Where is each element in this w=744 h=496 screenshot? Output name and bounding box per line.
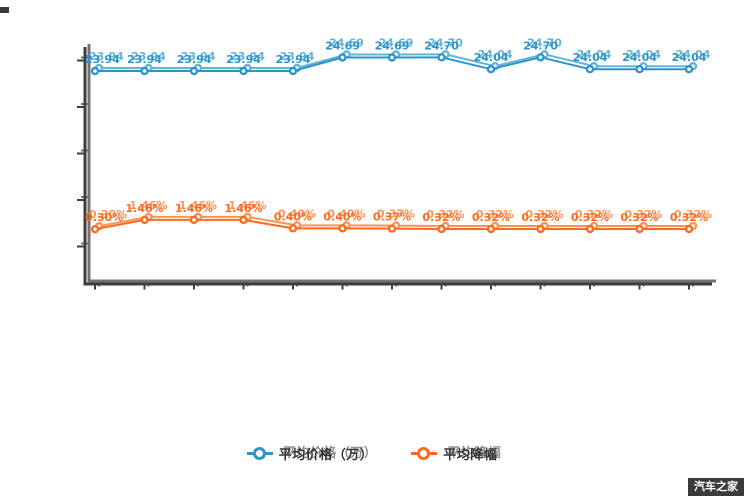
data-point-label: 24.70 (428, 36, 463, 49)
data-point-label: 0.32% (670, 211, 708, 224)
data-point-marker-center (291, 69, 295, 73)
data-point-label: 0.32% (525, 208, 563, 221)
data-point-label: 0.32% (620, 211, 658, 224)
data-point-label: 1.46% (125, 202, 163, 215)
data-point-marker-center (291, 226, 295, 231)
data-point-marker-center (192, 218, 196, 222)
data-point-marker-center (489, 67, 493, 71)
legend-marker-ring-icon (417, 447, 431, 460)
data-point-label: 24.04 (626, 48, 661, 61)
data-point-label: 24.69 (375, 40, 410, 53)
data-point-label: 23.94 (280, 50, 315, 63)
corner-artifact-mark (0, 7, 9, 13)
data-point-label: 24.70 (523, 39, 558, 52)
legend-marker-ring-icon (252, 447, 266, 460)
data-point-label: 0.37% (373, 211, 411, 224)
data-point-label: 1.46% (179, 199, 217, 212)
chart-legend: 平均价格（万） 平均降幅 (0, 440, 744, 466)
data-point-label: 24.04 (474, 51, 509, 64)
legend-item-average-discount[interactable]: 平均降幅 (411, 444, 497, 463)
data-point-marker-center (340, 226, 345, 231)
data-point-label: 0.30% (89, 208, 127, 221)
data-point-label: 23.94 (181, 50, 216, 63)
legend-line-marker-icon (411, 446, 438, 460)
data-point-label: 0.32% (422, 211, 460, 224)
data-point-label: 24.04 (622, 51, 657, 64)
data-point-marker-center (241, 218, 246, 222)
data-point-marker-center (439, 55, 444, 60)
data-point-marker-center (142, 69, 147, 73)
data-point-label: 23.94 (127, 53, 162, 66)
data-point-label: 0.32% (521, 211, 559, 224)
data-point-marker-center (241, 69, 246, 73)
data-point-label: 24.04 (672, 51, 707, 64)
data-point-marker-center (588, 227, 592, 231)
data-point-label: 0.32% (426, 208, 464, 221)
data-point-marker-center (93, 227, 97, 231)
data-point-label: 0.40% (323, 210, 361, 223)
data-point-label: 24.04 (478, 48, 513, 61)
data-point-marker-center (538, 55, 543, 60)
data-point-label: 0.40% (327, 207, 365, 220)
data-point-marker-center (390, 226, 394, 231)
data-point-label: 0.32% (571, 211, 609, 224)
data-point-marker-center (588, 67, 592, 71)
legend-label-average-price: 平均价格（万） (278, 447, 374, 463)
data-point-label: 24.69 (325, 40, 360, 53)
data-point-marker-center (489, 227, 493, 231)
data-point-label: 24.69 (379, 37, 414, 50)
data-point-label: 23.94 (131, 50, 166, 63)
data-point-marker-center (687, 227, 691, 231)
data-point-marker-center (340, 55, 345, 60)
data-point-label: 23.94 (276, 53, 311, 66)
data-point-marker-center (192, 69, 196, 73)
legend-line-marker-icon (246, 446, 273, 460)
data-point-marker-center (637, 67, 642, 71)
data-point-label: 1.46% (175, 202, 213, 215)
data-point-label: 1.46% (129, 199, 167, 212)
data-point-label: 0.32% (575, 208, 613, 221)
legend-label-average-discount: 平均降幅 (443, 447, 498, 463)
data-point-label: 0.32% (674, 208, 712, 221)
data-point-label: 24.04 (577, 48, 612, 61)
watermark-autohome: 汽车之家 (688, 478, 744, 496)
data-point-label: 0.30% (85, 211, 123, 224)
data-point-label: 24.04 (573, 51, 608, 64)
data-point-marker-center (390, 55, 394, 60)
data-point-marker-center (538, 227, 543, 231)
data-point-label: 0.40% (274, 210, 312, 223)
data-point-label: 0.37% (377, 208, 415, 221)
legend-item-average-price[interactable]: 平均价格（万） (246, 444, 374, 463)
data-point-marker-center (93, 69, 97, 73)
data-point-marker-center (439, 227, 444, 231)
data-point-label: 1.46% (228, 199, 266, 212)
data-point-label: 0.40% (278, 207, 316, 220)
data-point-label: 23.94 (177, 53, 212, 66)
data-point-label: 24.70 (424, 39, 459, 52)
data-point-label: 23.94 (226, 53, 261, 66)
data-point-label: 23.94 (85, 53, 120, 66)
data-point-marker-center (637, 227, 642, 231)
data-point-label: 24.69 (329, 37, 364, 50)
data-point-label: 23.94 (230, 50, 265, 63)
data-point-marker-center (687, 67, 691, 71)
data-point-label: 0.32% (624, 208, 662, 221)
data-point-label: 24.70 (527, 36, 562, 49)
data-point-marker-center (142, 218, 147, 222)
data-point-label: 0.32% (476, 208, 514, 221)
data-point-label: 1.46% (224, 202, 262, 215)
data-point-label: 23.94 (89, 50, 124, 63)
data-point-label: 24.04 (676, 48, 711, 61)
data-point-label: 0.32% (472, 211, 510, 224)
